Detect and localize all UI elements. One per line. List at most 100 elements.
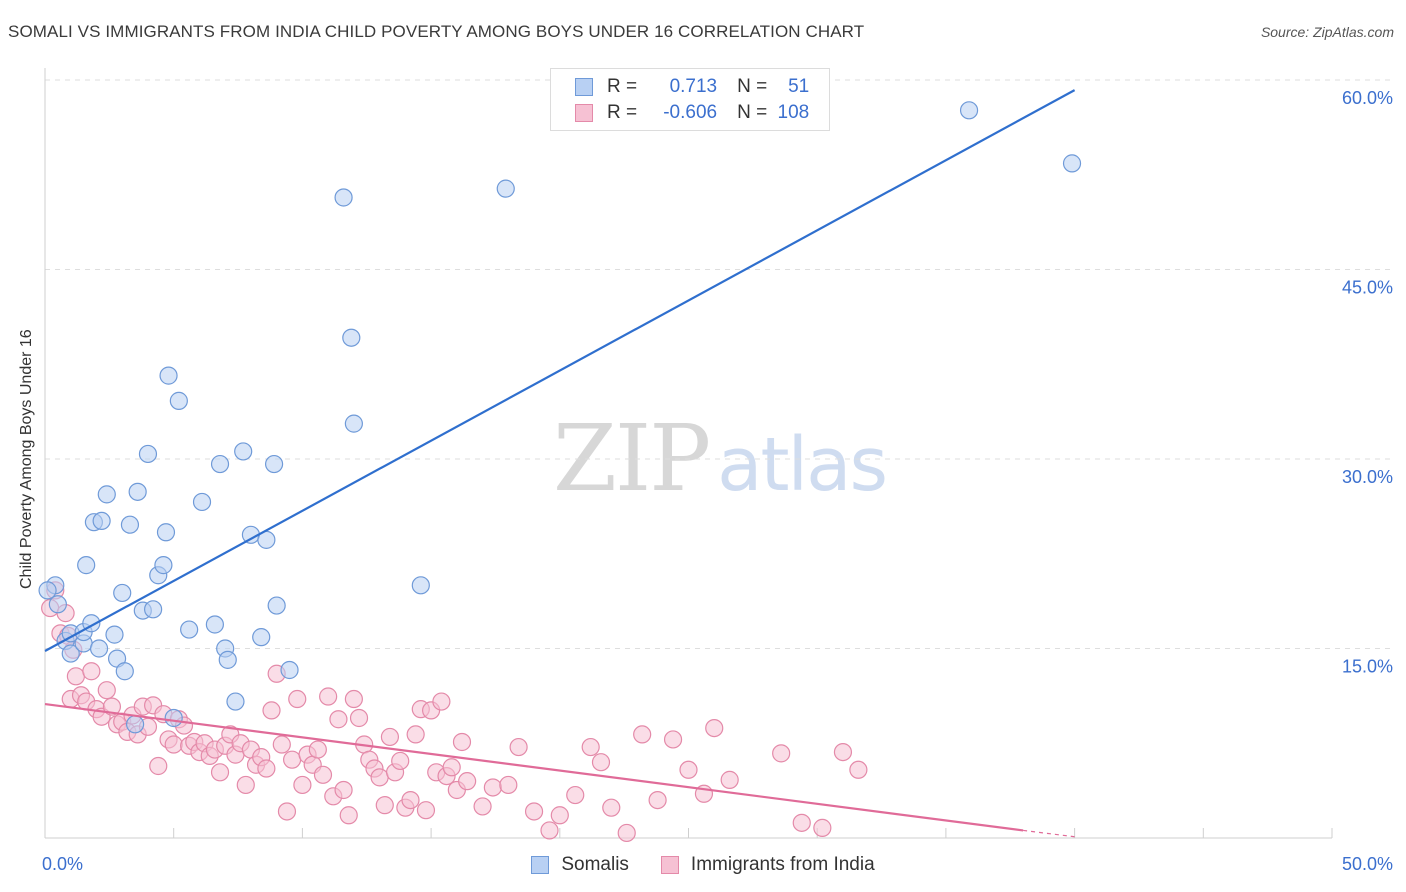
india-point [272,735,291,754]
india-point [617,823,636,843]
somali-point [180,620,199,639]
grid-lines [45,79,1392,649]
india-point [277,802,297,821]
somali-point [334,188,353,207]
watermark-atlas: atlas [717,422,888,508]
somali-point [411,576,430,595]
india-point [509,737,528,757]
india-point [679,760,698,779]
india-point [473,797,492,816]
india-point [283,750,302,769]
tick-labels: 15.0% 30.0% 45.0% 60.0% 0.0% 50.0% [42,88,1393,874]
somali-point [113,583,132,603]
source-label: Source: ZipAtlas.com [1260,24,1394,40]
somali-point [164,708,183,728]
india-point [648,790,667,810]
somali-point [159,366,178,385]
y-tick-label: 60.0% [1342,88,1393,108]
somali-swatch [531,856,550,874]
india-point [349,708,369,728]
india-point [602,798,621,817]
india-trend-line [44,702,1024,832]
india-point [149,756,168,776]
india-point [236,775,255,795]
somali-point [210,454,230,474]
chart-title: SOMALI VS IMMIGRANTS FROM INDIA CHILD PO… [8,22,865,41]
legend-row-somali: R = 0.713 N = 51 [551,74,809,100]
r-value: 0.713 [669,76,718,97]
somali-point [144,600,163,619]
axes [44,68,1333,839]
somali-point [125,715,145,734]
india-point [288,689,307,709]
somali-point [97,485,116,504]
somali-point [496,179,515,198]
x-tick-label-max: 50.0% [1342,854,1393,874]
somali-point [154,556,173,575]
somali-point [192,492,212,512]
india-point [540,821,559,840]
india-point [329,710,348,729]
india-point [293,775,312,795]
india-swatch [575,104,593,122]
legend-row-india: R = -0.606 N = 108 [551,100,809,126]
india-trend-extension [1023,829,1075,838]
india-point [97,681,116,700]
india-point [524,802,544,821]
somali-point [226,692,245,711]
somali-point [92,511,111,531]
somali-point [267,596,286,615]
india-point [339,806,358,825]
india-point [401,790,420,810]
y-tick-label: 45.0% [1342,278,1393,298]
legend-item-india: Immigrants from India [660,854,875,876]
india-point [82,662,101,681]
india-point [452,732,472,752]
india-point [308,740,327,759]
india-point [720,770,739,789]
india-point [499,775,518,795]
somali-point [959,101,979,120]
india-point [102,697,122,716]
legend-label-india: Immigrants from India [690,854,875,875]
india-point [849,760,868,779]
somali-point [77,556,96,575]
india-point [370,768,389,787]
somali-point [264,454,284,474]
india-point [66,667,85,686]
somali-point [205,615,224,634]
somali-point [105,625,124,644]
y-tick-label: 15.0% [1342,657,1393,677]
india-point [705,718,724,738]
india-point [406,725,425,744]
india-point [380,727,400,747]
legend-item-somalis: Somalis [531,854,629,876]
n-value: 51 [788,76,810,97]
r-label: R = [607,76,638,97]
india-point [633,725,652,744]
india-point [319,687,338,706]
somali-point [156,523,176,542]
india-point [550,806,569,825]
somali-trend-line [44,89,1076,652]
somali-point [120,515,140,534]
india-point [210,763,230,782]
somali-point [38,581,57,600]
trend-lines [44,89,1076,838]
n-label: N = [737,102,768,123]
somali-point [342,328,361,347]
india-point [391,751,410,771]
x-tick-label-min: 0.0% [42,854,83,874]
n-value: 108 [777,102,810,123]
india-points [41,581,868,843]
india-point [813,818,832,837]
india-point [792,813,811,832]
series-legend: Somalis Immigrants from India [0,850,1406,880]
somali-point [89,639,109,658]
india-point [164,735,183,754]
somali-point [128,482,147,501]
india-point [581,737,600,757]
n-label: N = [737,76,768,97]
somali-points [38,101,1082,734]
legend-label-somalis: Somalis [561,854,629,875]
